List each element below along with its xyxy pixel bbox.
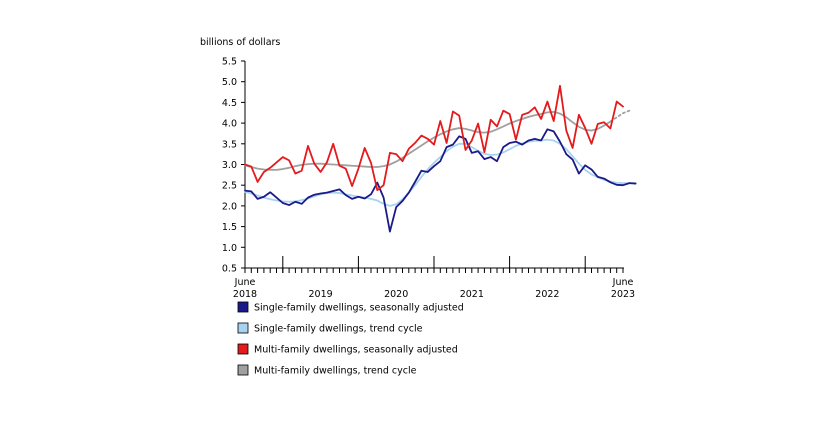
series-multi-family-dwellings-trend-cycle-line-dashed-tail — [609, 109, 631, 123]
x-tick-label-year: 2021 — [460, 289, 484, 300]
x-tick-label-year: 2020 — [384, 289, 408, 300]
legend-label: Multi-family dwellings, seasonally adjus… — [254, 345, 458, 356]
x-tick-label-year: 2019 — [309, 289, 333, 300]
y-tick-label: 2.0 — [222, 201, 237, 212]
x-tick-label-month: June — [612, 277, 634, 288]
y-tick-label: 3.0 — [222, 160, 237, 171]
x-tick-label-year: 2022 — [535, 289, 559, 300]
x-tick-label-year: 2018 — [233, 289, 257, 300]
legend: Single-family dwellings, seasonally adju… — [237, 301, 464, 377]
y-tick-label: 4.5 — [222, 98, 237, 109]
y-tick-label: 1.5 — [222, 222, 237, 233]
legend-label: Multi-family dwellings, trend cycle — [254, 366, 417, 377]
series-single-family-dwellings-seasonally-adjusted-line — [244, 128, 637, 233]
legend-label: Single-family dwellings, trend cycle — [254, 324, 423, 335]
y-tick-label: 2.5 — [222, 181, 237, 192]
y-tick-label: 1.0 — [222, 243, 237, 254]
legend-swatch — [237, 343, 249, 355]
legend-swatch — [237, 364, 249, 376]
y-tick-label: 4.0 — [222, 119, 237, 130]
y-tick-label: 0.5 — [222, 264, 237, 275]
plot-area: 0.51.01.52.02.53.03.54.04.55.05.5June201… — [222, 57, 637, 300]
y-tick-label: 3.5 — [222, 139, 237, 150]
series-multi-family-dwellings-trend-cycle-line — [244, 111, 612, 171]
legend-label: Single-family dwellings, seasonally adju… — [254, 303, 464, 314]
series-multi-family-dwellings-seasonally-adjusted-line — [244, 84, 624, 192]
legend-swatch — [237, 322, 249, 334]
legend-swatch — [237, 301, 249, 313]
series-single-family-dwellings-trend-cycle-line — [244, 138, 637, 207]
y-tick-label: 5.0 — [222, 77, 237, 88]
x-tick-label-month: June — [234, 277, 256, 288]
y-axis-title: billions of dollars — [200, 37, 280, 48]
x-tick-label-year: 2023 — [611, 289, 635, 300]
y-tick-label: 5.5 — [222, 57, 237, 68]
